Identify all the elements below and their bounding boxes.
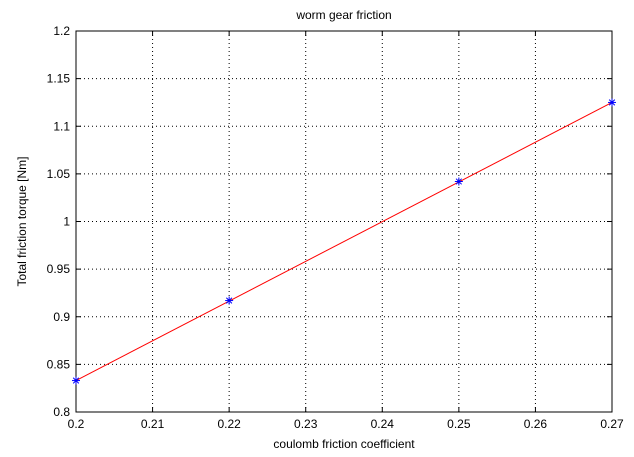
- x-tick-label: 0.27: [600, 417, 624, 431]
- x-axis-label: coulomb friction coefficient: [273, 437, 415, 451]
- data-point-stroke: [225, 297, 233, 304]
- chart-title: worm gear friction: [295, 8, 391, 22]
- y-tick-label: 1.05: [47, 167, 71, 181]
- data-point-stroke: [608, 99, 616, 106]
- data-point-stroke: [455, 178, 463, 185]
- y-axis-label: Total friction torque [Nm]: [15, 156, 29, 286]
- grid: [76, 31, 612, 412]
- x-tick-label: 0.23: [294, 417, 318, 431]
- axis-ticks: 0.2 0.21 0.22 0.23 0.24 0.25 0.26 0.27 0.8 0.85 0.…: [47, 24, 624, 431]
- data-point-stroke: [72, 377, 80, 384]
- data-point: [225, 296, 234, 305]
- data-point: [454, 177, 463, 186]
- x-tick-label: 0.26: [524, 417, 548, 431]
- x-tick-label: 0.21: [141, 417, 165, 431]
- x-tick-label: 0.24: [371, 417, 395, 431]
- y-tick-label: 1: [63, 215, 70, 229]
- x-tick-label: 0.22: [217, 417, 241, 431]
- series-line: [75, 101, 613, 382]
- y-tick-label: 0.9: [53, 310, 70, 324]
- y-tick-label: 1.1: [53, 119, 70, 133]
- data-point: [608, 98, 616, 107]
- y-tick-label: 0.8: [53, 405, 70, 419]
- y-tick-label: 0.95: [47, 262, 71, 276]
- data-marks: [72, 98, 616, 385]
- y-tick-label: 0.85: [47, 357, 71, 371]
- y-tick-label: 1.2: [53, 24, 70, 38]
- x-tick-label: 0.25: [447, 417, 471, 431]
- y-tick-label: 1.15: [47, 72, 71, 86]
- data-point: [72, 376, 80, 385]
- x-tick-label: 0.2: [68, 417, 85, 431]
